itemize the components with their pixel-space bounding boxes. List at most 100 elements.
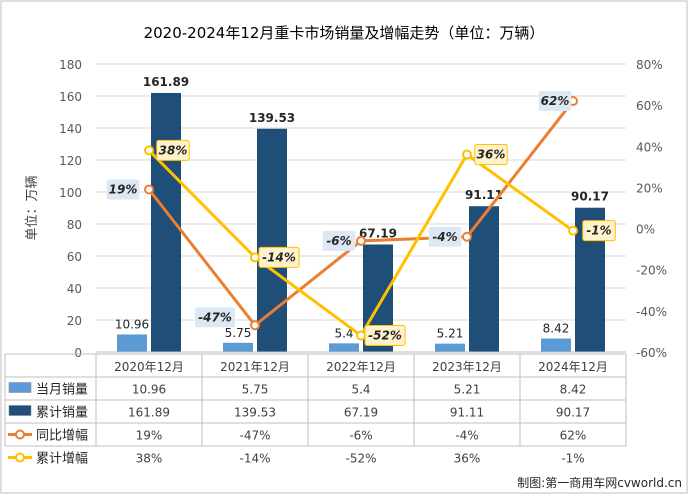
y2-tick-label: -60% <box>636 346 667 360</box>
table-cell: 62% <box>560 429 587 443</box>
yoy-label-box <box>538 91 572 112</box>
bar-monthly-value-label: 8.42 <box>543 322 570 336</box>
point-cumulative-growth <box>568 225 578 236</box>
y2-tick-label: 80% <box>636 58 663 72</box>
bar-cumulative-value-label: 67.19 <box>359 226 397 240</box>
point-yoy-growth <box>144 184 154 195</box>
bar-cumulative-value-label: 90.17 <box>571 190 609 204</box>
yoy-label-box <box>106 179 140 200</box>
cum-label-box <box>582 220 616 242</box>
y2-tick-label: -20% <box>636 264 667 278</box>
x-category-label: 2022年12月 <box>326 360 396 374</box>
bar-monthly-value-label: 5.21 <box>437 327 464 341</box>
cum-label-box <box>474 144 508 166</box>
y2-tick-label: -40% <box>636 305 667 319</box>
bar-monthly <box>117 334 147 352</box>
cumulative-growth-label: -1% <box>586 224 611 238</box>
legend-key-marker <box>15 452 25 463</box>
bar-cumulative-value-label: 139.53 <box>249 111 295 125</box>
y-tick-label: 0 <box>74 346 82 360</box>
chart-title: 2020-2024年12月重卡市场销量及增幅走势（单位：万辆） <box>144 24 545 42</box>
cumulative-growth-label: 36% <box>477 148 506 162</box>
legend-key-bar <box>8 382 32 393</box>
yoy-label-box <box>195 307 235 328</box>
yoy-growth-label: -47% <box>198 310 232 324</box>
table-cell: 90.17 <box>556 406 590 420</box>
y-tick-label: 20 <box>67 314 82 328</box>
legend-key-marker <box>15 429 25 440</box>
y-tick-label: 40 <box>67 282 82 296</box>
y2-tick-label: 40% <box>636 140 663 154</box>
y2-tick-label: 20% <box>636 181 663 195</box>
table-cell: -14% <box>239 452 270 466</box>
yoy-growth-label: -6% <box>326 234 351 248</box>
point-cumulative-growth <box>462 149 472 160</box>
table-cell: 38% <box>136 452 163 466</box>
point-cumulative-growth <box>356 330 366 341</box>
bar-cumulative-value-label: 91.11 <box>465 188 503 202</box>
table-cell: -6% <box>349 429 372 443</box>
source-caption: 制图:第一商用车网cvworld.cn <box>517 475 682 490</box>
table-cell: 5.4 <box>351 383 370 397</box>
table-cell: -1% <box>561 452 584 466</box>
point-yoy-growth <box>356 235 366 246</box>
cumulative-growth-label: -14% <box>262 250 296 264</box>
table-cell: 139.53 <box>234 406 276 420</box>
point-yoy-growth <box>462 231 472 242</box>
y2-tick-label: 60% <box>636 99 663 113</box>
legend-label: 当月销量 <box>36 383 88 398</box>
yoy-label-box <box>322 230 356 251</box>
table-cell: 5.21 <box>454 383 481 397</box>
bar-monthly-value-label: 10.96 <box>115 317 149 331</box>
table-cell: 5.75 <box>242 383 269 397</box>
legend-label: 累计增幅 <box>36 452 88 467</box>
y-tick-label: 100 <box>59 186 82 200</box>
table-cell: 36% <box>454 452 481 466</box>
y-tick-label: 140 <box>59 122 82 136</box>
bar-monthly <box>435 343 465 352</box>
y-tick-label: 180 <box>59 58 82 72</box>
y-tick-label: 120 <box>59 154 82 168</box>
point-yoy-growth <box>250 320 260 331</box>
y-tick-label: 80 <box>67 218 82 232</box>
bar-monthly-value-label: 5.75 <box>225 326 252 340</box>
legend-label: 同比增幅 <box>36 429 88 444</box>
yoy-label-box <box>428 226 462 247</box>
yoy-growth-label: 62% <box>541 94 570 108</box>
cum-label-box <box>364 325 406 347</box>
bar-cumulative <box>257 128 287 352</box>
bar-cumulative <box>469 206 499 352</box>
table-cell: 67.19 <box>344 406 378 420</box>
cum-label-box <box>258 246 300 268</box>
yoy-growth-label: -4% <box>432 230 457 244</box>
cumulative-growth-label: -52% <box>368 329 402 343</box>
x-category-label: 2020年12月 <box>114 360 184 374</box>
cum-label-box <box>156 139 190 161</box>
x-category-label: 2024年12月 <box>538 360 608 374</box>
table-cell: 161.89 <box>128 406 170 420</box>
point-cumulative-growth <box>144 145 154 156</box>
y2-tick-label: 0% <box>636 223 655 237</box>
bar-monthly-value-label: 5.4 <box>334 326 353 340</box>
legend-key-bar <box>8 405 32 416</box>
table-cell: 19% <box>136 429 163 443</box>
table-cell: 91.11 <box>450 406 484 420</box>
y-tick-label: 60 <box>67 250 82 264</box>
table-cell: -47% <box>239 429 270 443</box>
yoy-growth-label: 19% <box>109 182 138 196</box>
bar-monthly <box>541 338 571 352</box>
legend-label: 累计销量 <box>36 406 88 421</box>
y-tick-label: 160 <box>59 90 82 104</box>
table-cell: -4% <box>455 429 478 443</box>
bar-monthly <box>223 342 253 352</box>
bar-cumulative-value-label: 161.89 <box>143 75 189 89</box>
bar-monthly <box>329 343 359 352</box>
point-cumulative-growth <box>250 252 260 263</box>
x-category-label: 2023年12月 <box>432 360 502 374</box>
table-cell: 8.42 <box>560 383 587 397</box>
table-cell: 10.96 <box>132 383 166 397</box>
cumulative-growth-label: 38% <box>159 143 188 157</box>
x-category-label: 2021年12月 <box>220 360 290 374</box>
